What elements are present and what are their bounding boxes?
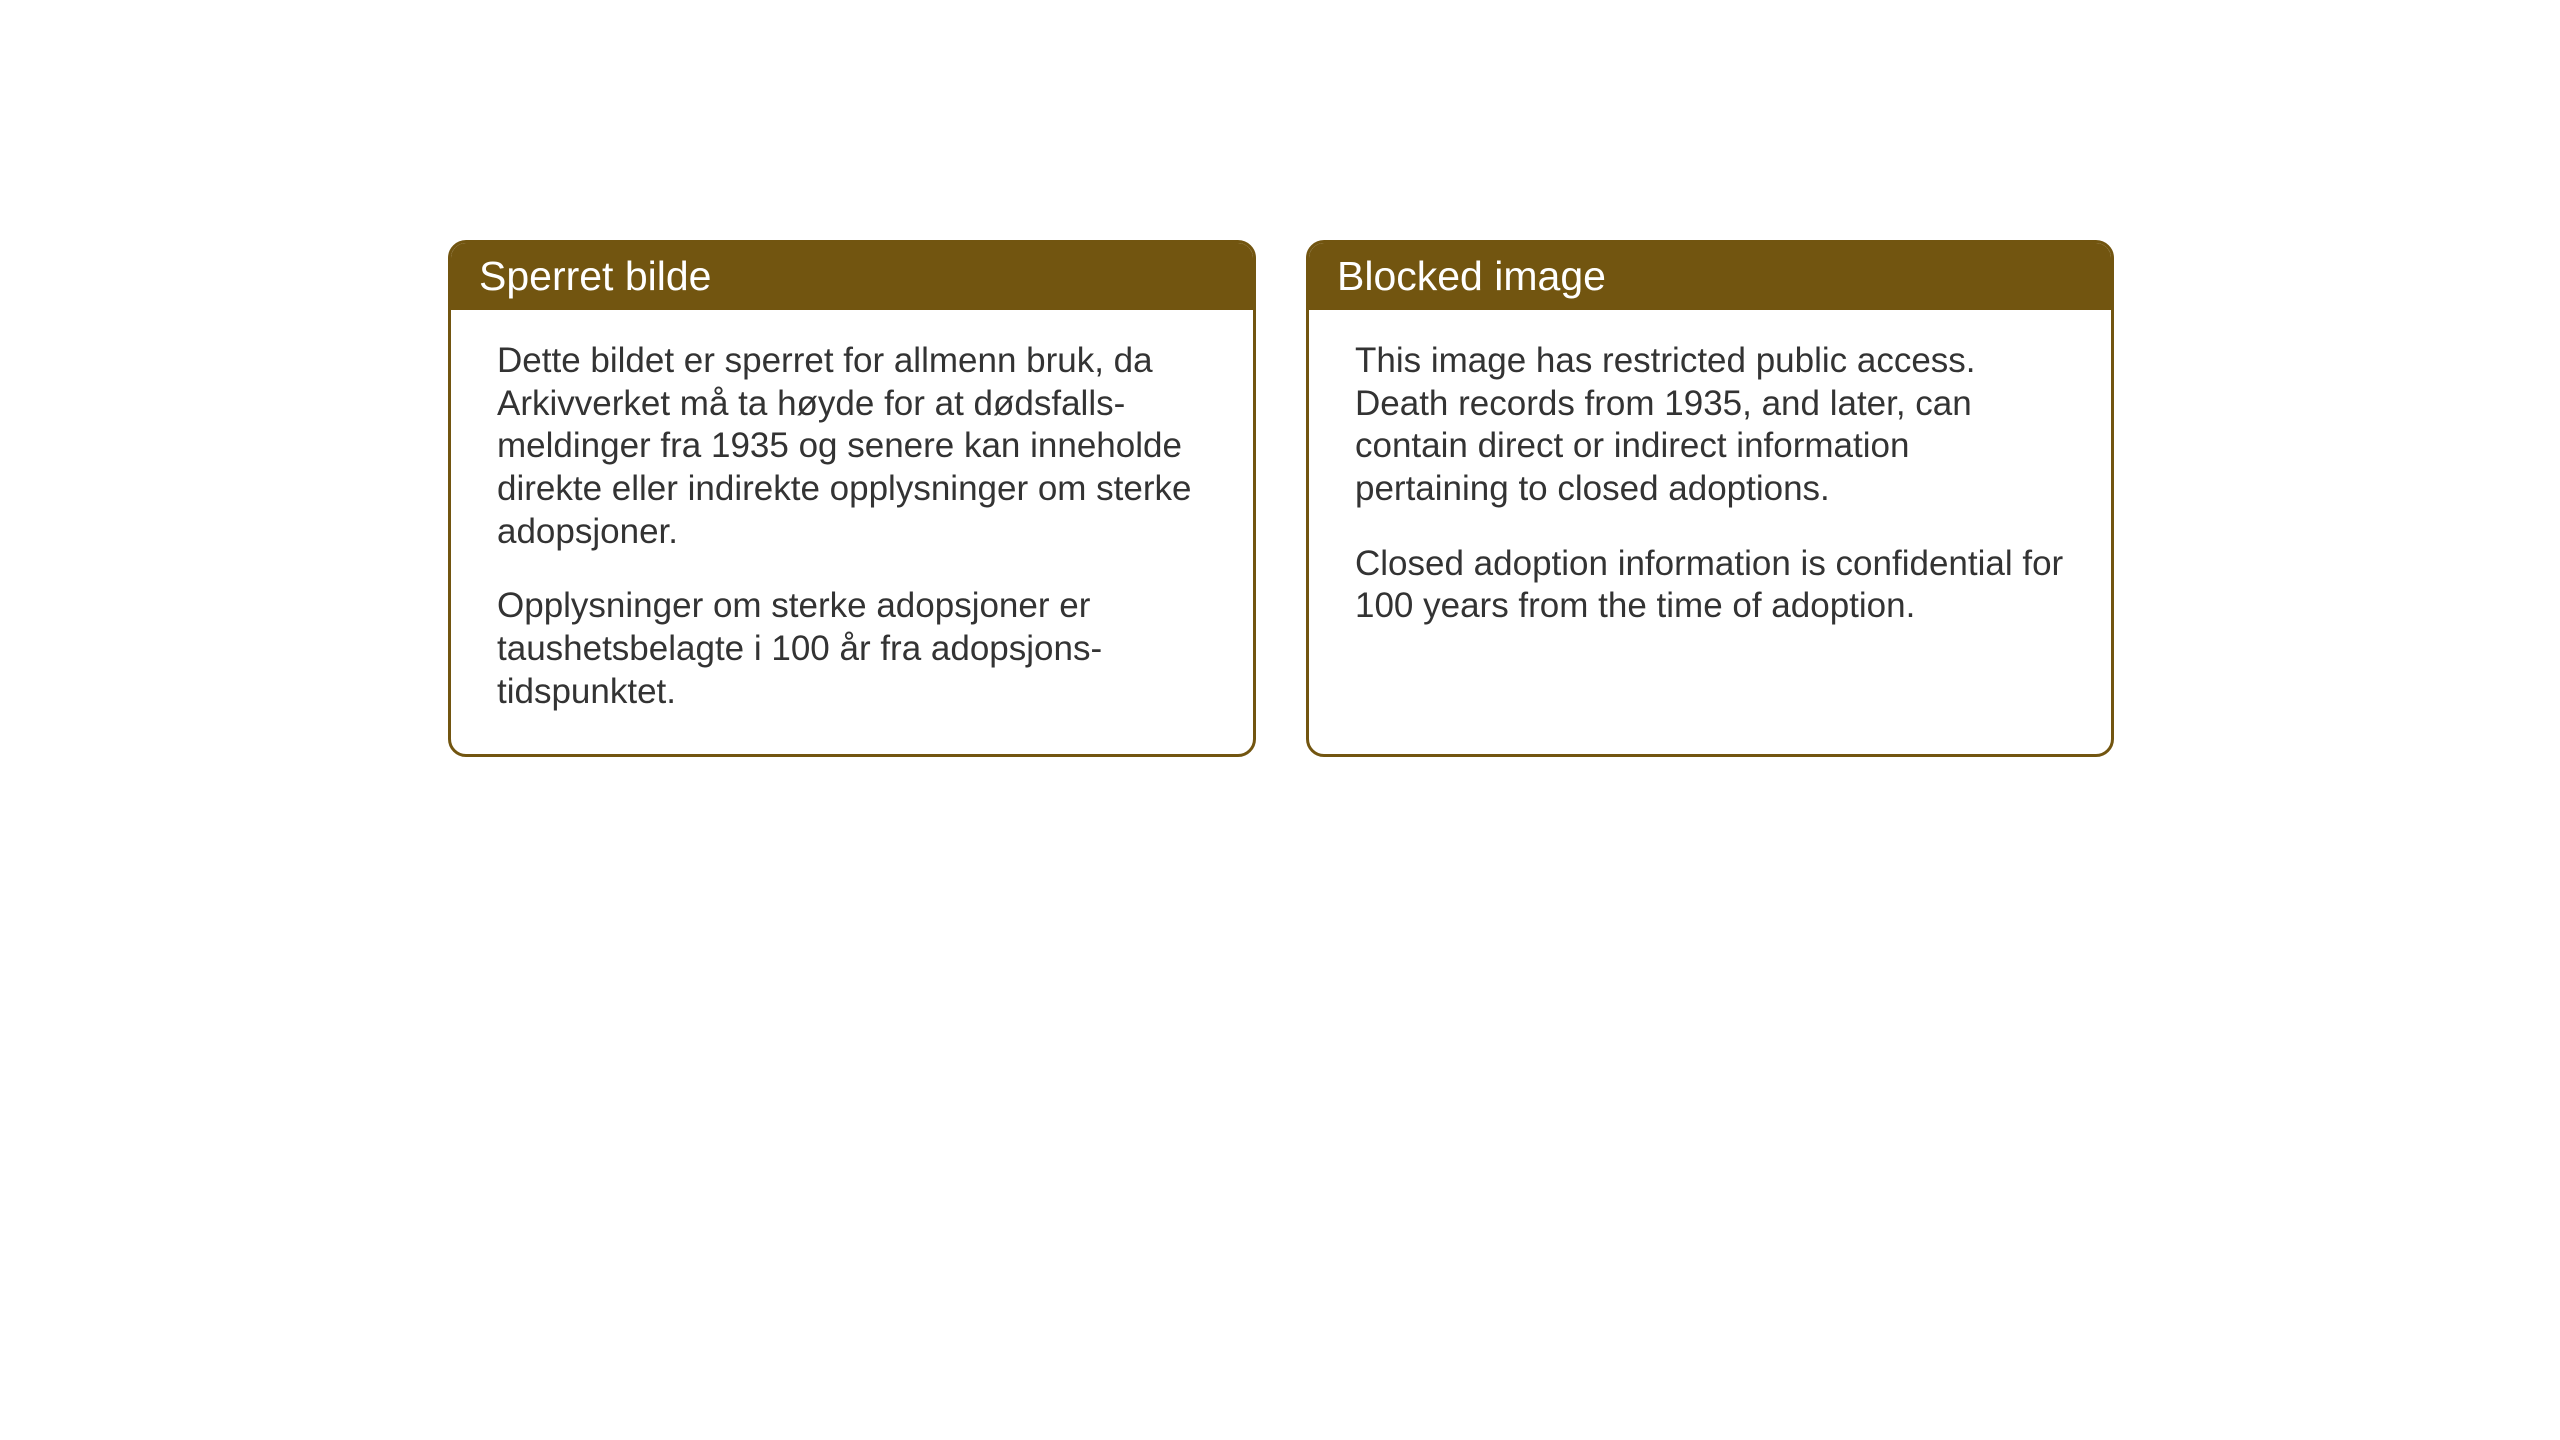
card-english-header: Blocked image <box>1309 243 2111 310</box>
card-english-title: Blocked image <box>1337 253 1606 299</box>
card-norwegian-header: Sperret bilde <box>451 243 1253 310</box>
card-english-paragraph-2: Closed adoption information is confident… <box>1355 543 2065 628</box>
card-norwegian-title: Sperret bilde <box>479 253 711 299</box>
card-norwegian: Sperret bilde Dette bildet er sperret fo… <box>448 240 1256 757</box>
card-norwegian-paragraph-1: Dette bildet er sperret for allmenn bruk… <box>497 340 1207 553</box>
card-norwegian-body: Dette bildet er sperret for allmenn bruk… <box>451 310 1253 754</box>
cards-container: Sperret bilde Dette bildet er sperret fo… <box>448 240 2114 757</box>
card-english: Blocked image This image has restricted … <box>1306 240 2114 757</box>
card-norwegian-paragraph-2: Opplysninger om sterke adopsjoner er tau… <box>497 585 1207 713</box>
card-english-paragraph-1: This image has restricted public access.… <box>1355 340 2065 511</box>
card-english-body: This image has restricted public access.… <box>1309 310 2111 710</box>
